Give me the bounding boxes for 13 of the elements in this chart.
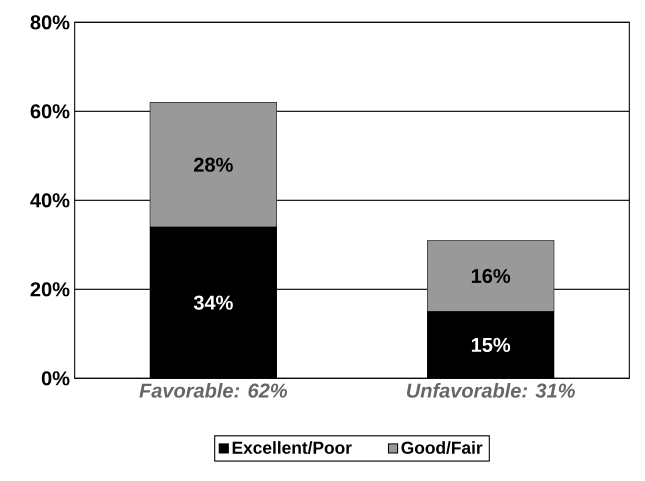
x-tick-label: Favorable: 62% (139, 383, 288, 398)
y-tick-label: 0% (42, 371, 70, 386)
x-tick-label: Unfavorable: 31% (406, 383, 575, 398)
legend-label: Excellent/Poor (232, 441, 352, 454)
data-label: 28% (194, 158, 233, 172)
data-label: 34% (194, 296, 233, 310)
data-label: 15% (472, 338, 510, 352)
y-tick-label: 80% (30, 15, 70, 30)
legend-label: Good/Fair (401, 441, 482, 454)
data-label: 16% (472, 268, 510, 284)
y-tick-label: 40% (30, 193, 70, 208)
y-tick-label: 20% (30, 282, 70, 296)
y-tick-label: 60% (30, 104, 70, 118)
